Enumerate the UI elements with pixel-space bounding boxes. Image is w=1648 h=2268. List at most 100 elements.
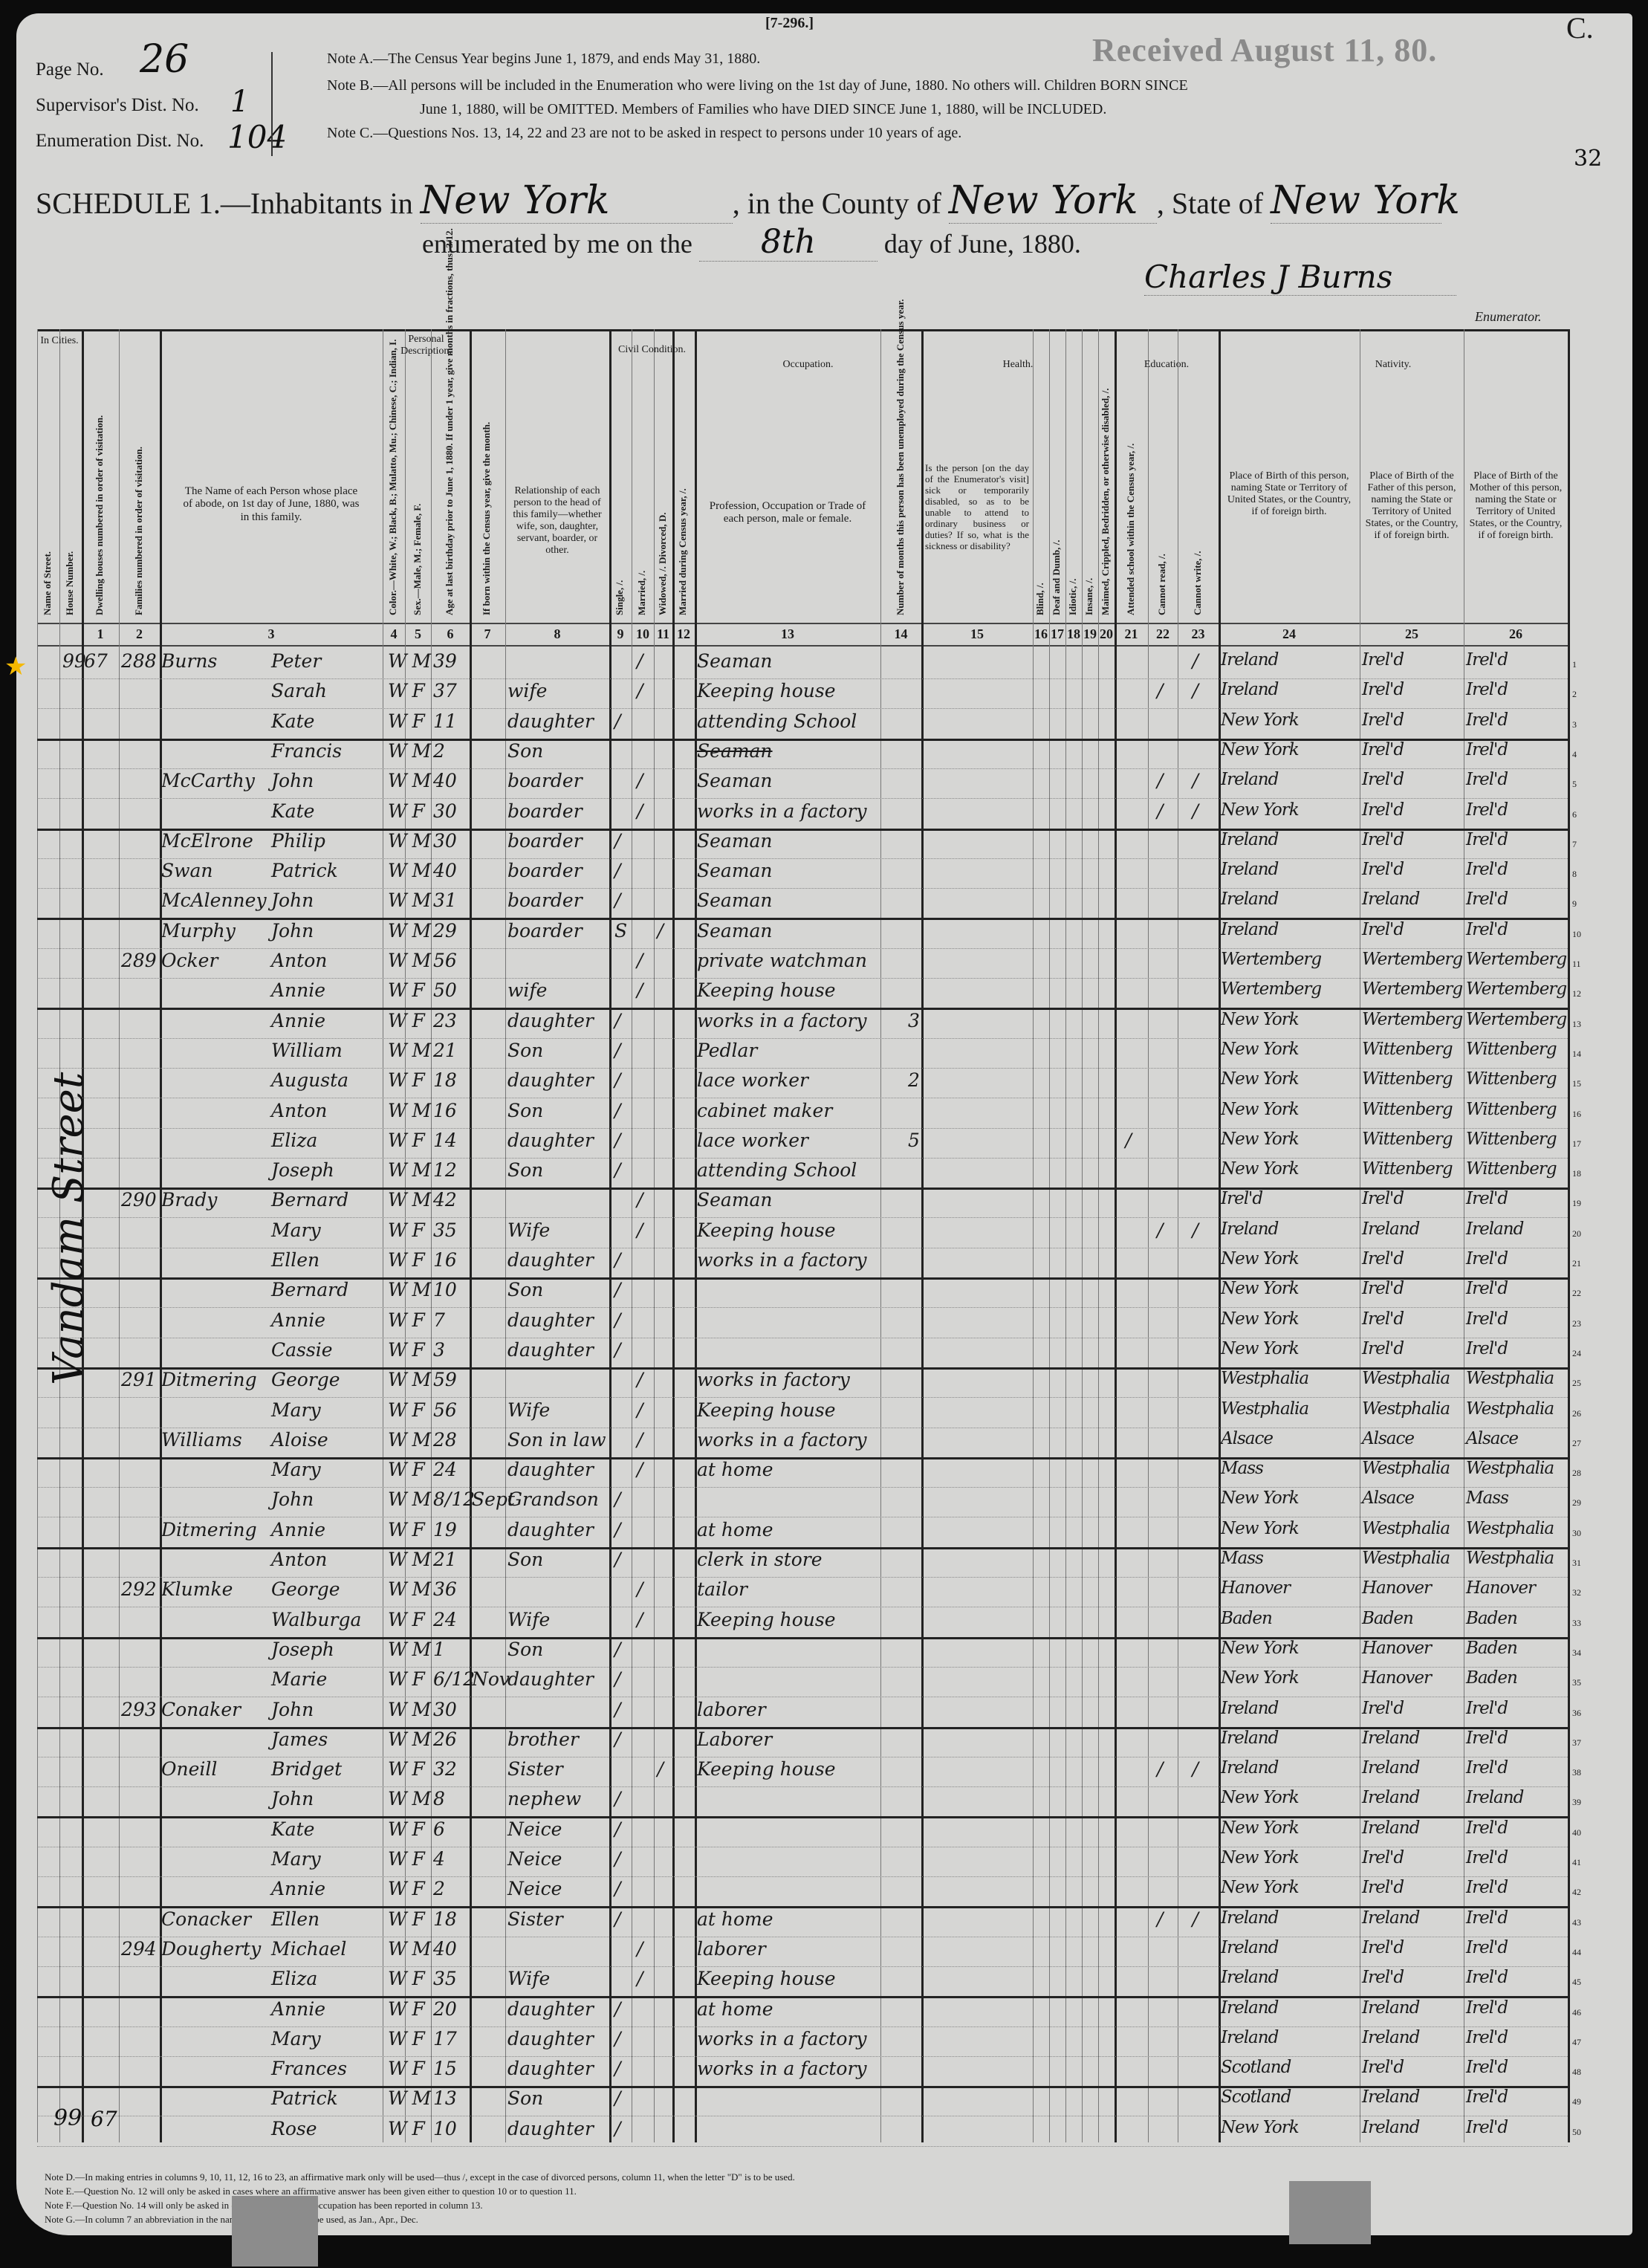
cell-given: Michael [271,1937,347,1960]
cell-age: 18 [433,1908,457,1930]
table-row: 293 Conaker John W M 30 / laborer Ireland Irel'd I… [37,1697,1581,1729]
cell-relation: boarder [507,890,583,912]
table-row: Eliza W F 14 daughter / lace worker 5 / New York W… [37,1128,1581,1159]
cell-birthplace: New York [1221,1848,1300,1867]
cell-cannot-write: / [1192,800,1198,822]
cell-mother-birthplace: Baden [1466,1608,1518,1628]
cell-age: 42 [433,1189,457,1211]
cell-mother-birthplace: Irel'd [1466,2058,1508,2078]
cell-given: Frances [271,2058,347,2080]
cell-relation: Wife [507,1399,551,1421]
table-row: Annie W F 7 daughter / New York Irel'd Irel'd 23 [37,1308,1581,1338]
cell-father-birthplace: Hanover [1362,1638,1432,1658]
cell-surname: Murphy [161,919,236,942]
cell-cannot-write: / [1192,770,1198,792]
cell-relation: boarder [507,919,583,942]
cell-sex: M [412,1039,432,1061]
cell-given: Walburga [271,1608,362,1630]
header-c16: Blind, /. [1034,583,1045,615]
cell-color: W [388,1668,407,1691]
cell-sex: M [412,1578,432,1601]
cell-birthplace: Irel'd [1221,1189,1263,1209]
cell-mother-birthplace: Wertemberg [1466,979,1567,999]
cell-age: 56 [433,950,457,971]
cell-age: 30 [433,1698,457,1720]
cell-married: / [637,1608,643,1630]
county-value: New York [948,178,1157,224]
note-b: Note B.—All persons will be included in … [327,77,1188,94]
cell-birthplace: New York [1221,1099,1300,1119]
cell-sex: M [412,1698,432,1720]
column-number: 17 [1051,626,1064,641]
header-health: Health. [1002,359,1034,370]
cell-given: George [271,1578,340,1601]
state-label: , State of [1156,187,1264,220]
cell-single: / [614,1488,621,1511]
cell-single: / [614,890,621,912]
table-row: Annie W F 20 daughter / at home Ireland Ireland I… [37,1997,1581,2027]
cell-color: W [388,1578,407,1601]
cell-single: / [614,829,621,852]
cell-single: / [614,2117,621,2139]
cell-mother-birthplace: Irel'd [1466,1249,1508,1269]
cell-married: / [637,1578,643,1601]
cell-single: / [614,1878,621,1900]
table-row: Anton W M 16 Son / cabinet maker New York Witten… [37,1098,1581,1129]
street-name: Vandam Street [45,1072,93,1385]
cell-single: S [614,919,628,942]
place-value: New York [420,178,733,224]
header-c8: Relationship of each person to the head … [513,485,602,557]
cell-sex: F [412,2117,425,2139]
cell-father-birthplace: Irel'd [1362,2058,1404,2078]
column-number: 18 [1067,626,1080,641]
cell-relation: boarder [507,860,583,882]
header-c14: Number of months this person has been un… [894,299,906,615]
table-row: Ellen W F 16 daughter / works in a factory New … [37,1248,1581,1280]
cell-surname: Swan [161,860,213,882]
cell-sex: M [412,1549,432,1570]
page-tab-left [232,2196,318,2267]
cell-single: / [614,1518,621,1540]
cell-age: 12 [433,1159,457,1182]
column-number: 4 [390,626,398,641]
cell-father-birthplace: Ireland [1362,2117,1420,2137]
cell-color: W [388,1399,407,1421]
cell-surname: Brady [161,1189,218,1211]
cell-surname: Burns [161,650,218,672]
cell-color: W [388,890,407,912]
cell-relation: Son in law [507,1428,606,1451]
cell-occupation: at home [697,1998,773,2020]
cell-married: / [637,1459,643,1481]
table-row: Walburga W F 24 Wife / Keeping house Baden Baden… [37,1607,1581,1639]
cell-given: William [271,1039,343,1061]
column-divider [1098,329,1099,2142]
column-number: 8 [554,626,561,641]
cell-mother-birthplace: Baden [1466,1638,1518,1658]
cell-occupation: Keeping house [697,979,836,1002]
cell-given: Kate [271,710,315,732]
cell-birthplace: New York [1221,2117,1300,2137]
cell-single: / [614,1249,621,1271]
cell-single: / [614,1309,621,1331]
table-row: Anton W M 21 Son / clerk in store Mass Westphali… [37,1547,1581,1578]
cell-color: W [388,950,407,971]
cell-given: Kate [271,1818,315,1840]
cell-age: 10 [433,1279,457,1301]
cell-father-birthplace: Irel'd [1362,1968,1404,1988]
cell-mother-birthplace: Irel'd [1466,770,1508,790]
cell-mother-birthplace: Irel'd [1466,739,1508,759]
column-divider [119,329,120,2142]
header-c6: Age at last birthday prior to June 1, 18… [444,228,455,615]
cell-mother-birthplace: Irel'd [1466,710,1508,730]
cell-age: 37 [433,680,457,702]
cell-color: W [388,1338,407,1361]
cell-occupation: lace worker [697,1069,808,1092]
cell-color: W [388,1937,407,1960]
header-c18: Idiotic, /. [1067,578,1078,615]
cell-occupation: at home [697,1518,773,1540]
cell-sex: M [412,1937,432,1960]
cell-color: W [388,1309,407,1331]
cell-color: W [388,1488,407,1511]
cell-father-birthplace: Ireland [1362,1818,1420,1838]
cell-occupation: Seaman [697,1189,773,1211]
